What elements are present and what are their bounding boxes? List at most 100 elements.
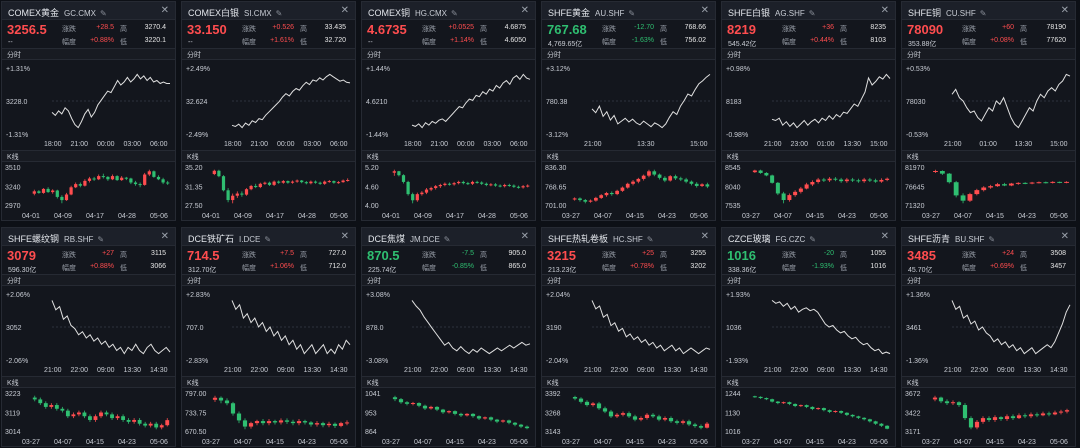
high-label: 高: [300, 252, 307, 259]
close-icon[interactable]: ✕: [700, 231, 709, 242]
quote-panel[interactable]: SHFE沥青 BU.SHF ✎ ✕ 3485 45.70亿 涨跌 幅度 +24 +0.69% 高低 3…: [901, 227, 1076, 447]
intraday-chart[interactable]: +3.12% 780.38 -3.12% 21:00 13:30 15:00: [542, 60, 715, 150]
intraday-chart[interactable]: +2.04% 3190 -2.04% 21:00 22:00 09:00 13:30 14:3…: [542, 286, 715, 376]
intraday-chart[interactable]: +2.83% 707.0 -2.83% 21:00 22:00 09:00 13:30 14:…: [182, 286, 355, 376]
edit-icon[interactable]: ✎: [808, 9, 816, 18]
kline-tab[interactable]: K线: [542, 376, 715, 388]
close-icon[interactable]: ✕: [700, 5, 709, 16]
intraday-tab[interactable]: 分时: [362, 274, 535, 286]
edit-icon[interactable]: ✎: [628, 9, 636, 18]
intraday-tab[interactable]: 分时: [2, 48, 175, 60]
kline-chart[interactable]: 35.20 31.35 27.50 04-01 04-09 04-17 04-28 05-06: [182, 162, 355, 221]
close-icon[interactable]: ✕: [1060, 5, 1069, 16]
candle-body: [126, 419, 131, 422]
intraday-chart[interactable]: +1.44% 4.6210 -1.44% 18:00 21:00 00:00 03:00 06…: [362, 60, 535, 150]
kline-tab[interactable]: K线: [2, 376, 175, 388]
close-icon[interactable]: ✕: [520, 231, 529, 242]
close-icon[interactable]: ✕: [160, 5, 169, 16]
intraday-tab[interactable]: 分时: [2, 274, 175, 286]
close-icon[interactable]: ✕: [1060, 231, 1069, 242]
quote-panel[interactable]: SHFE螺纹钢 RB.SHF ✎ ✕ 3079 596.30亿 涨跌 幅度 +27 +0.88% 高…: [1, 227, 176, 447]
kline-chart[interactable]: 81970 76645 71320 03-27 04-07 04-15 04-23 05-06: [902, 162, 1075, 221]
quote-panel[interactable]: CZCE玻璃 FG.CZC ✎ ✕ 1016 338.36亿 涨跌 幅度 -20 -1.93% 高低…: [721, 227, 896, 447]
quote-panel[interactable]: DCE铁矿石 I.DCE ✎ ✕ 714.5 312.70亿 涨跌 幅度 +7.5 +1.06% 高…: [181, 227, 356, 447]
quote-panel[interactable]: SHFE黄金 AU.SHF ✎ ✕ 767.68 4,769.65亿 涨跌 幅度 -12.70 -…: [541, 1, 716, 221]
candle-body: [1036, 182, 1042, 184]
kline-chart[interactable]: 1041 953 864 03-27 04-07 04-15 04-23 05-06: [362, 388, 535, 447]
close-icon[interactable]: ✕: [520, 5, 529, 16]
kline-tab[interactable]: K线: [542, 150, 715, 162]
kline-tab[interactable]: K线: [722, 376, 895, 388]
kline-tab[interactable]: K线: [722, 150, 895, 162]
low-value: 1016: [870, 263, 886, 270]
candle-body: [968, 418, 974, 428]
kline-tab[interactable]: K线: [182, 150, 355, 162]
candle-body: [662, 417, 668, 420]
close-icon[interactable]: ✕: [880, 231, 889, 242]
quote-panel[interactable]: COMEX铜 HG.CMX ✎ ✕ 4.6735 -- 涨跌 幅度 +0.0525 +1.14% 高…: [361, 1, 536, 221]
candle-body: [998, 417, 1004, 420]
quote-panel[interactable]: COMEX黄金 GC.CMX ✎ ✕ 3256.5 -- 涨跌 幅度 +28.5 +0.88% 高低…: [1, 1, 176, 221]
kline-tab[interactable]: K线: [2, 150, 175, 162]
intraday-tab[interactable]: 分时: [902, 274, 1075, 286]
intraday-series-line: [411, 300, 531, 355]
candle-body: [161, 179, 165, 183]
intraday-tab[interactable]: 分时: [182, 274, 355, 286]
quote-panel[interactable]: DCE焦煤 JM.DCE ✎ ✕ 870.5 225.74亿 涨跌 幅度 -7.5 -0.85% 高…: [361, 227, 536, 447]
intraday-chart[interactable]: +2.49% 32.624 -2.49% 18:00 21:00 00:00 03:00 06…: [182, 60, 355, 150]
candle-body: [873, 421, 878, 424]
intraday-chart[interactable]: +1.36% 3461 -1.36% 21:00 22:00 09:00 13:30 14:3…: [902, 286, 1075, 376]
edit-icon[interactable]: ✎: [451, 9, 458, 18]
candle-body: [752, 396, 757, 398]
kline-tab[interactable]: K线: [902, 150, 1075, 162]
close-icon[interactable]: ✕: [160, 231, 169, 242]
quote-panel[interactable]: COMEX白银 SI.CMX ✎ ✕ 33.150 -- 涨跌 幅度 +0.526 +1.61% 高…: [181, 1, 356, 221]
intraday-chart[interactable]: +0.53% 78030 -0.53% 21:00 01:00 13:30 15:00: [902, 60, 1075, 150]
edit-icon[interactable]: ✎: [809, 235, 816, 244]
kline-tab[interactable]: K线: [182, 376, 355, 388]
kline-tab[interactable]: K线: [902, 376, 1075, 388]
low-value: 3457: [1050, 263, 1066, 270]
date-tick-label: 05-06: [690, 213, 708, 220]
edit-icon[interactable]: ✎: [979, 9, 987, 18]
kline-chart[interactable]: 797.00 733.75 670.50 03-27 04-07 04-15 04-23 05…: [182, 388, 355, 447]
intraday-chart[interactable]: +3.08% 878.0 -3.08% 21:00 22:00 09:00 13:30 14:…: [362, 286, 535, 376]
intraday-tab[interactable]: 分时: [542, 48, 715, 60]
edit-icon[interactable]: ✎: [275, 9, 283, 18]
quote-panel[interactable]: SHFE铜 CU.SHF ✎ ✕ 78090 353.88亿 涨跌 幅度 +60 +0.08% 高低…: [901, 1, 1076, 221]
intraday-chart[interactable]: +2.06% 3052 -2.06% 21:00 22:00 09:00 13:30 14:3…: [2, 286, 175, 376]
change-value: -7.5: [461, 250, 474, 257]
close-icon[interactable]: ✕: [880, 5, 889, 16]
close-icon[interactable]: ✕: [340, 5, 349, 16]
intraday-tab[interactable]: 分时: [722, 274, 895, 286]
edit-icon[interactable]: ✎: [264, 235, 272, 244]
intraday-tab[interactable]: 分时: [902, 48, 1075, 60]
edit-icon[interactable]: ✎: [988, 235, 996, 244]
intraday-tab[interactable]: 分时: [722, 48, 895, 60]
quote-panel[interactable]: SHFE白银 AG.SHF ✎ ✕ 8219 545.42亿 涨跌 幅度 +36 +0.44% 高低…: [721, 1, 896, 221]
intraday-tab[interactable]: 分时: [542, 274, 715, 286]
quote-row: 33.150 -- 涨跌 幅度 +0.526 +1.61% 高低 33.435 32.720: [182, 20, 355, 48]
intraday-series-line: [951, 300, 1071, 355]
quote-panel[interactable]: SHFE热轧卷板 HC.SHF ✎ ✕ 3215 213.23亿 涨跌 幅度 +25 +0.78%…: [541, 227, 716, 447]
edit-icon[interactable]: ✎: [100, 9, 107, 18]
intraday-chart[interactable]: +1.31% 3228.0 -1.31% 18:00 21:00 00:00 03:00 06…: [2, 60, 175, 150]
intraday-chart[interactable]: +1.93% 1036 -1.93% 21:00 22:00 09:00 13:30 14:3…: [722, 286, 895, 376]
close-icon[interactable]: ✕: [340, 231, 349, 242]
kline-tab[interactable]: K线: [362, 150, 535, 162]
kline-chart[interactable]: 836.30 768.65 701.00 03-27 04-07 04-15 04-23 05…: [542, 162, 715, 221]
intraday-chart[interactable]: +0.98% 8183 -0.98% 21:00 23:00 01:00 13:30 15:0…: [722, 60, 895, 150]
edit-icon[interactable]: ✎: [646, 235, 654, 244]
edit-icon[interactable]: ✎: [443, 235, 451, 244]
intraday-tab[interactable]: 分时: [182, 48, 355, 60]
edit-icon[interactable]: ✎: [97, 235, 105, 244]
kline-tab[interactable]: K线: [362, 376, 535, 388]
intraday-tab[interactable]: 分时: [362, 48, 535, 60]
